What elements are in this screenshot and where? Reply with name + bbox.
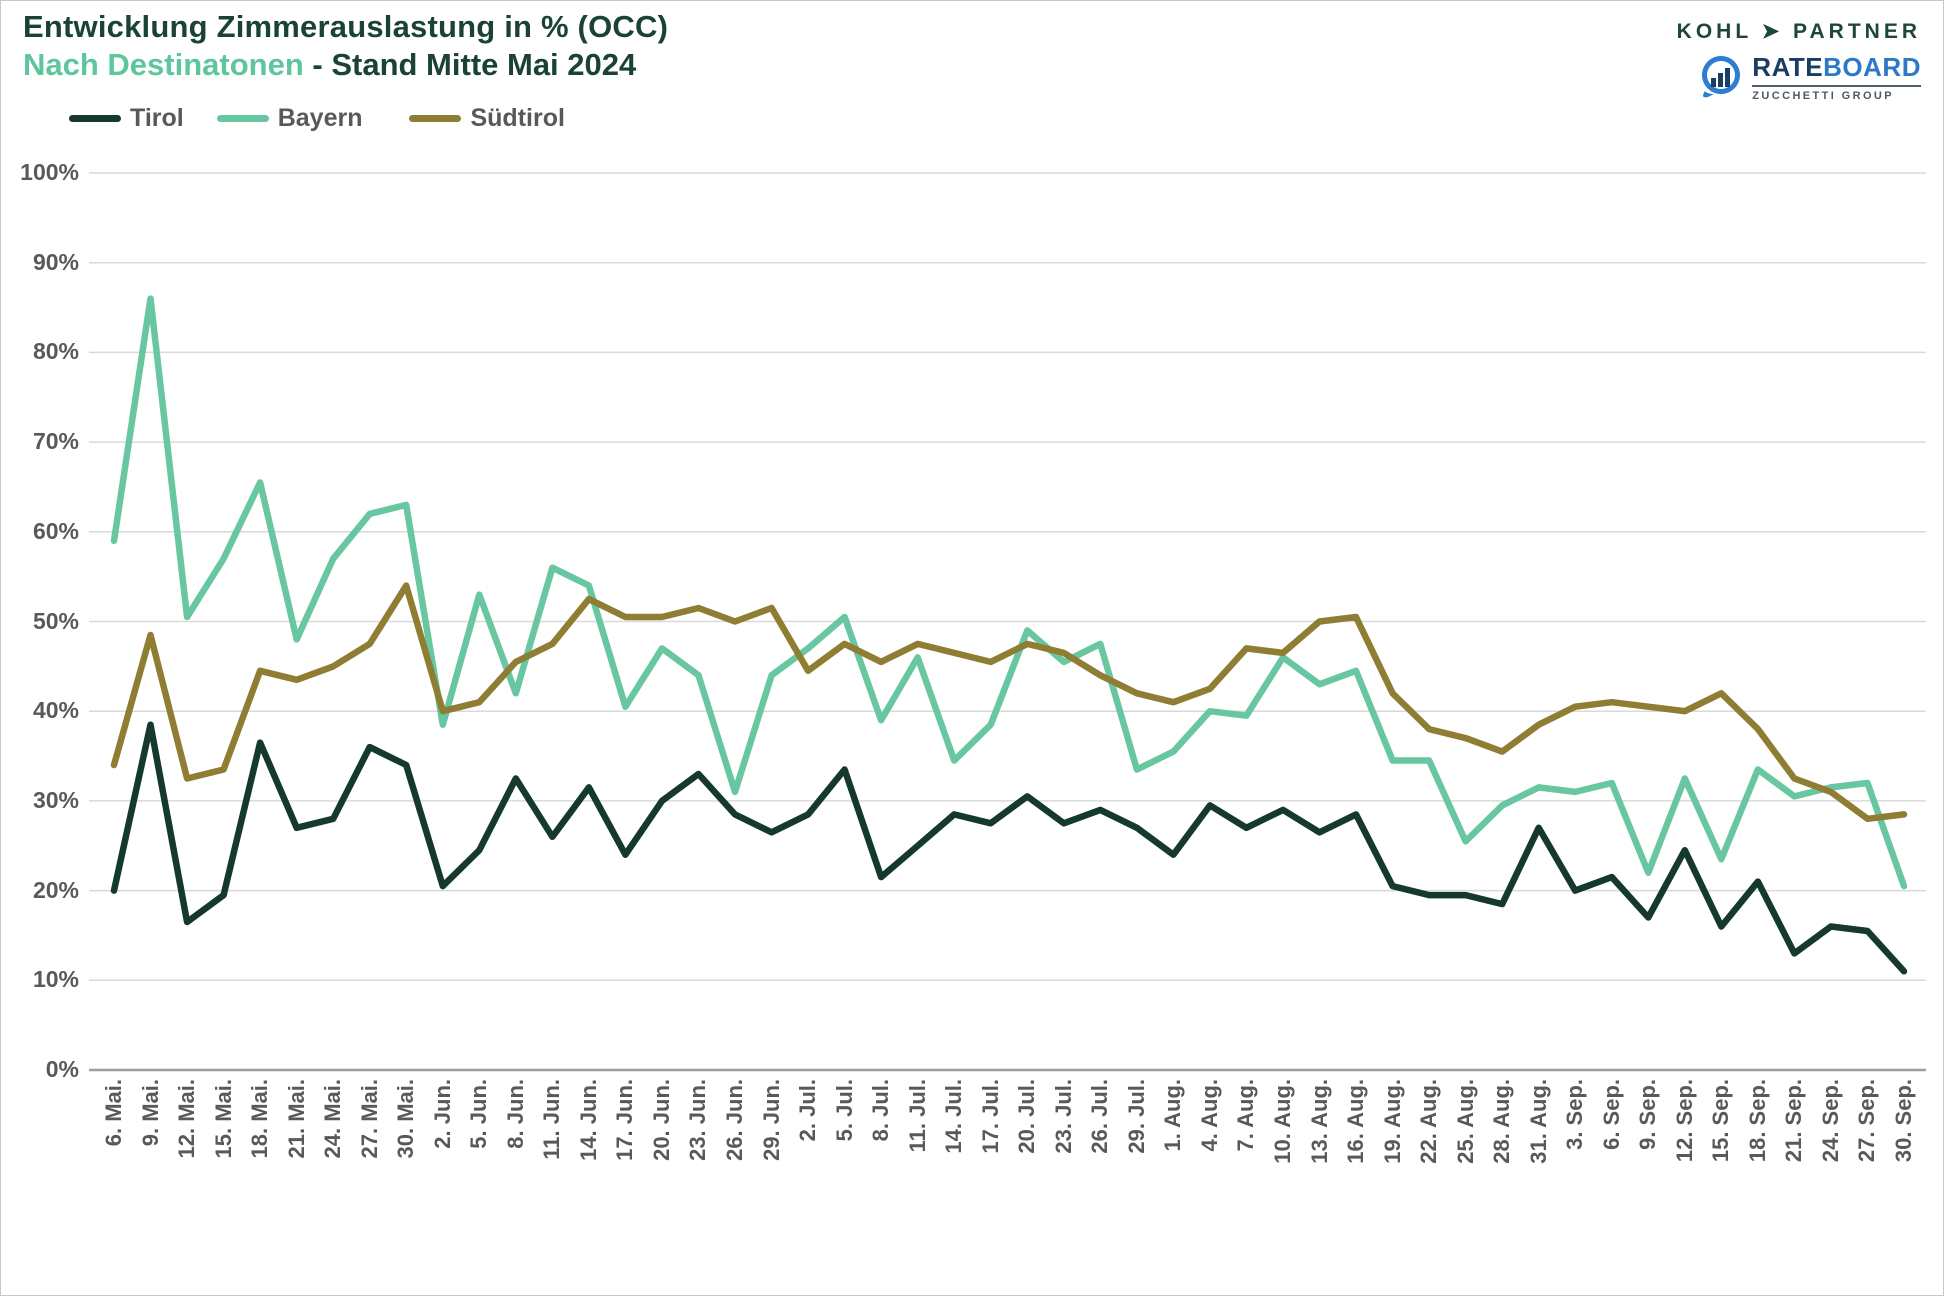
- x-axis-tick-label: 17. Jul.: [977, 1079, 1003, 1154]
- y-axis-tick-label: 20%: [32, 876, 79, 903]
- x-axis-tick-label: 12. Mai.: [174, 1079, 200, 1159]
- rateboard-chart-icon: [1702, 56, 1741, 98]
- legend-item-tirol: Tirol: [69, 104, 184, 133]
- x-axis-tick-label: 27. Sep.: [1854, 1079, 1880, 1163]
- x-axis-tick-label: 14. Jul.: [941, 1079, 967, 1154]
- series-line-sdtirol: [110, 582, 1908, 823]
- x-axis-tick-label: 20. Jun.: [648, 1079, 674, 1161]
- y-axis-tick-label: 30%: [32, 786, 79, 813]
- rateboard-icon-bar1: [1711, 78, 1717, 87]
- x-axis-tick-label: 9. Sep.: [1635, 1079, 1661, 1150]
- series-line-tirol: [110, 721, 1908, 975]
- rateboard-wordmark: RATEBOARD ZUCCHETTI GROUP: [1752, 53, 1921, 102]
- chart-legend: Tirol Bayern Südtirol: [69, 104, 565, 133]
- subtitle-highlight: Nach Destinatonen: [23, 47, 304, 82]
- y-axis-tick-label: 0%: [45, 1056, 79, 1082]
- rateboard-name: RATEBOARD: [1752, 53, 1921, 81]
- x-axis-tick-label: 2. Jun.: [429, 1079, 455, 1149]
- x-axis-tick-label: 30. Mai.: [393, 1079, 419, 1159]
- x-axis-tick-label: 11. Jun.: [539, 1079, 565, 1160]
- page-subtitle: Nach Destinatonen - Stand Mitte Mai 2024: [23, 47, 636, 83]
- x-axis-tick-label: 30. Sep.: [1891, 1079, 1916, 1163]
- rateboard-icon-bar3: [1725, 68, 1731, 87]
- x-axis-tick-label: 8. Jun.: [502, 1079, 528, 1149]
- x-axis-tick-label: 25. Aug.: [1452, 1079, 1478, 1164]
- x-axis-tick-label: 2. Jul.: [795, 1079, 821, 1142]
- kohl-partner-logo: KOHL ➤ PARTNER: [1676, 20, 1921, 43]
- x-axis-tick-label: 11. Jul.: [904, 1079, 930, 1153]
- x-axis-tick-label: 6. Sep.: [1598, 1079, 1624, 1150]
- x-axis-tick-label: 10. Aug.: [1269, 1079, 1295, 1164]
- x-axis-tick-label: 15. Sep.: [1708, 1079, 1734, 1163]
- rateboard-rate: RATE: [1752, 52, 1824, 82]
- x-axis-tick-label: 21. Sep.: [1781, 1079, 1807, 1163]
- x-axis-tick-label: 5. Jun.: [466, 1079, 492, 1149]
- x-axis-tick-label: 7. Aug.: [1233, 1079, 1259, 1152]
- y-axis-tick-label: 80%: [32, 338, 79, 365]
- x-axis-tick-label: 26. Jun.: [722, 1079, 748, 1161]
- x-axis-tick-label: 26. Jul.: [1087, 1079, 1113, 1154]
- y-axis-tick-label: 90%: [32, 248, 79, 275]
- x-axis-tick-label: 21. Mai.: [283, 1079, 309, 1159]
- rateboard-icon-tail: [1703, 91, 1715, 98]
- x-axis-tick-label: 23. Jul.: [1050, 1079, 1076, 1154]
- x-axis-tick-label: 8. Jul.: [868, 1079, 894, 1142]
- series-line-bayern: [110, 295, 1908, 890]
- x-axis-tick-label: 17. Jun.: [612, 1079, 638, 1161]
- y-axis-tick-label: 10%: [32, 966, 79, 993]
- y-axis-tick-label: 70%: [32, 428, 79, 455]
- rateboard-icon-bar2: [1718, 73, 1724, 87]
- x-axis-tick-label: 31. Aug.: [1525, 1079, 1551, 1164]
- x-axis-tick-label: 6. Mai.: [101, 1079, 126, 1147]
- x-axis-tick-label: 9. Mai.: [137, 1079, 163, 1147]
- x-axis-tick-label: 18. Sep.: [1744, 1079, 1770, 1163]
- legend-item-bayern: Bayern: [216, 104, 363, 133]
- x-axis-tick-label: 16. Aug.: [1343, 1079, 1369, 1164]
- x-axis-tick-label: 4. Aug.: [1196, 1079, 1222, 1152]
- bayern-line-swatch: [216, 115, 269, 122]
- x-axis-tick-label: 22. Aug.: [1416, 1079, 1442, 1164]
- y-axis-tick-label: 100%: [20, 159, 79, 185]
- rateboard-board: BOARD: [1823, 52, 1921, 82]
- x-axis-tick-label: 15. Mai.: [210, 1079, 236, 1159]
- x-axis-tick-label: 24. Sep.: [1817, 1079, 1843, 1163]
- x-axis-tick-label: 29. Jun.: [758, 1079, 784, 1161]
- page-title: Entwicklung Zimmerauslastung in % (OCC): [23, 9, 669, 44]
- y-axis-tick-label: 60%: [32, 517, 79, 544]
- x-axis-tick-label: 20. Jul.: [1014, 1079, 1040, 1154]
- y-axis-tick-label: 50%: [32, 607, 79, 634]
- legend-item-suedtirol: Südtirol: [409, 104, 565, 133]
- x-axis-tick-label: 3. Sep.: [1562, 1079, 1588, 1150]
- zucchetti-group-label: ZUCCHETTI GROUP: [1752, 90, 1895, 102]
- x-axis-tick-label: 1. Aug.: [1160, 1079, 1186, 1152]
- x-axis-tick-label: 14. Jun.: [575, 1079, 601, 1161]
- legend-label-bayern: Bayern: [277, 104, 363, 132]
- x-axis-tick-label: 27. Mai.: [356, 1079, 382, 1159]
- rateboard-divider: [1752, 85, 1921, 87]
- x-axis-tick-label: 23. Jun.: [685, 1079, 711, 1161]
- rateboard-logo: RATEBOARD ZUCCHETTI GROUP: [1698, 53, 1921, 102]
- legend-label-suedtirol: Südtirol: [470, 104, 565, 132]
- x-axis-tick-label: 24. Mai.: [320, 1079, 346, 1159]
- y-axis-tick-label: 40%: [32, 697, 79, 724]
- suedtirol-line-swatch: [409, 115, 462, 122]
- x-axis-tick-label: 29. Jul.: [1123, 1079, 1149, 1154]
- subtitle-rest: - Stand Mitte Mai 2024: [303, 47, 637, 82]
- tirol-line-swatch: [69, 115, 121, 122]
- x-axis-tick-label: 18. Mai.: [247, 1079, 273, 1159]
- x-axis-tick-label: 12. Sep.: [1671, 1079, 1697, 1163]
- x-axis-tick-label: 19. Aug.: [1379, 1079, 1405, 1164]
- x-axis-tick-label: 5. Jul.: [831, 1079, 857, 1142]
- x-axis-tick-label: 13. Aug.: [1306, 1079, 1332, 1164]
- x-axis-tick-label: 28. Aug.: [1489, 1079, 1515, 1164]
- legend-label-tirol: Tirol: [130, 104, 184, 132]
